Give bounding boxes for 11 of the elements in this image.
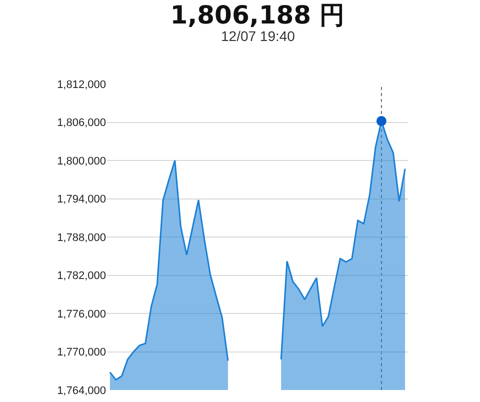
y-tick-label: 1,794,000 xyxy=(57,194,106,206)
y-tick-label: 1,770,000 xyxy=(57,346,106,359)
y-tick-label: 1,782,000 xyxy=(57,270,106,282)
y-tick-label: 1,812,000 xyxy=(57,78,106,91)
y-tick-label: 1,800,000 xyxy=(57,155,106,168)
chart-subtitle: 12/07 19:40 xyxy=(221,28,296,44)
y-tick-label: 1,764,000 xyxy=(57,384,106,397)
y-tick-label: 1,788,000 xyxy=(57,232,106,244)
y-tick-label: 1,776,000 xyxy=(57,308,106,320)
y-tick-label: 1,806,000 xyxy=(57,117,106,130)
chart-title: 1,806,188 円 xyxy=(170,0,345,30)
